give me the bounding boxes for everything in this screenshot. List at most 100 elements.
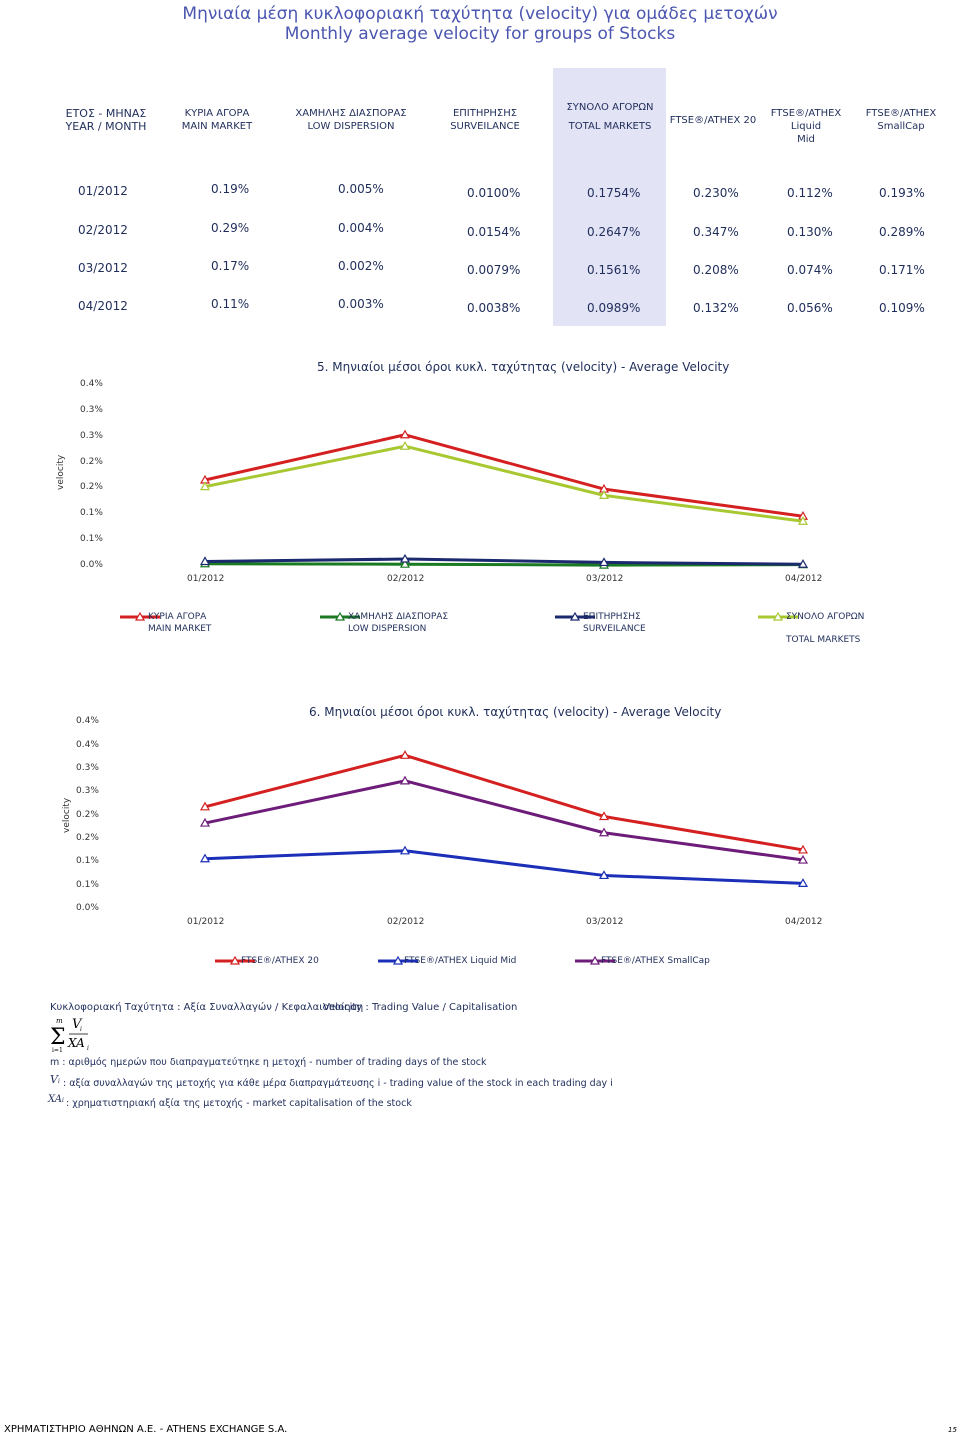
table-cell: 0.1754% [587, 186, 641, 200]
table-cell: 0.347% [693, 225, 739, 239]
v-symbol: Vi [50, 1073, 60, 1086]
velocity-formula: m Σ i=1 V i XA i [50, 1017, 89, 1054]
table-header-line2: SURVEILANCE [450, 121, 520, 132]
table-cell: 0.056% [787, 301, 833, 315]
chart6-title: 6. Μηνιαίοι μέσοι όροι κυκλ. ταχύτητας (… [309, 705, 722, 719]
table-cell-month: 01/2012 [78, 184, 128, 198]
svg-text:i=1: i=1 [52, 1047, 63, 1054]
table-cell: 0.003% [338, 297, 384, 311]
legend-label-line2: MAIN MARKET [148, 624, 212, 634]
chart5-title: 5. Μηνιαίοι μέσοι όροι κυκλ. ταχύτητας (… [317, 360, 730, 374]
table-header-5: FTSE®/ATHEX 20 [663, 114, 763, 127]
y-tick-label: 0.2% [80, 457, 103, 467]
y-tick-label: 0.2% [76, 810, 99, 820]
table-cell: 0.29% [211, 221, 250, 235]
table-cell: 0.230% [693, 186, 739, 200]
legend-label: FTSE®/ATHEX SmallCap [601, 956, 710, 966]
table-header-7: FTSE®/ATHEX SmallCap [856, 107, 946, 133]
table-cell: 0.0100% [467, 186, 521, 200]
series-point-3 [399, 441, 411, 450]
footer-company: ΧΡΗΜΑΤΙΣΤΗΡΙΟ ΑΘΗΝΩΝ Α.Ε. - ATHENS EXCHA… [4, 1424, 288, 1435]
table-header-4: ΣΥΝΟΛΟ ΑΓΟΡΩΝ TOTAL MARKETS [555, 101, 665, 133]
legend-label-line1: ΕΠΙΤΗΡΗΣΗΣ [583, 612, 641, 622]
series-point-1 [399, 845, 411, 855]
table-cell: 0.109% [879, 301, 925, 315]
table-header-6: FTSE®/ATHEX Liquid Mid [756, 107, 856, 146]
series-point-2 [199, 556, 211, 566]
table-cell: 0.130% [787, 225, 833, 239]
series-point-1 [399, 558, 411, 568]
table-header-line2: MAIN MARKET [181, 121, 253, 132]
legend-label-line1: ΧΑΜΗΛΗΣ ΔΙΑΣΠΟΡΑΣ [348, 612, 449, 622]
svg-text:m: m [56, 1017, 63, 1025]
y-tick-label: 0.2% [76, 833, 99, 843]
table-cell-month: 04/2012 [78, 299, 128, 313]
table-cell: 0.132% [693, 301, 739, 315]
table-cell: 0.1561% [587, 263, 641, 277]
y-tick-label: 0.0% [80, 560, 103, 570]
series-point-3 [797, 516, 809, 525]
series-point-3 [598, 490, 610, 499]
table-cell: 0.2647% [587, 225, 641, 239]
svg-text:XA: XA [67, 1036, 85, 1050]
y-tick-label: 0.1% [76, 856, 99, 866]
legend-label: ΣΥΝΟΛΟ ΑΓΟΡΩΝ TOTAL MARKETS [786, 611, 864, 646]
series-line-3 [204, 444, 804, 523]
series-line-1 [204, 849, 804, 885]
table-header-line1: ΚΥΡΙΑ ΑΓΟΡΑ [184, 108, 250, 119]
m-description: m : αριθμός ημερών που διαπραγματεύτηκε … [50, 1057, 487, 1068]
svg-text:Σ: Σ [50, 1025, 66, 1050]
legend-label: ΕΠΙΤΗΡΗΣΗΣ SURVEILANCE [583, 611, 646, 635]
table-header-2: ΧΑΜΗΛΗΣ ΔΙΑΣΠΟΡΑΣ LOW DISPERSION [291, 107, 411, 133]
x-tick-label: 03/2012 [586, 917, 624, 927]
table-header-line1: ΕΠΙΤΗΡΗΣΗΣ [452, 108, 518, 119]
series-point-0 [797, 844, 809, 854]
xa-description: : χρηματιστηριακή αξία της μετοχής - mar… [66, 1098, 412, 1109]
x-tick-label: 02/2012 [387, 574, 425, 584]
series-point-2 [797, 854, 809, 864]
series-point-2 [797, 559, 809, 568]
table-header-line2: SmallCap [877, 121, 925, 132]
series-point-2 [399, 553, 411, 563]
table-header-line2: Mid [797, 134, 815, 145]
table-header-line1: FTSE®/ATHEX Liquid [770, 108, 842, 132]
series-line-0 [204, 753, 804, 852]
definition-english: Velocity : Trading Value / Capitalisatio… [323, 1002, 518, 1013]
legend-label-line1: ΚΥΡΙΑ ΑΓΟΡΑ [148, 612, 207, 622]
table-cell: 0.208% [693, 263, 739, 277]
table-header-1: ΚΥΡΙΑ ΑΓΟΡΑ MAIN MARKET [162, 107, 272, 133]
x-tick-label: 01/2012 [187, 917, 225, 927]
table-cell: 0.0038% [467, 301, 521, 315]
y-tick-label: 0.4% [80, 379, 103, 389]
table-header-line2: TOTAL MARKETS [568, 121, 652, 132]
series-point-0 [199, 801, 211, 811]
xa-symbol: XAi [48, 1094, 64, 1105]
y-tick-label: 0.4% [76, 740, 99, 750]
svg-text:V: V [72, 1017, 83, 1032]
table-header-line1: ΧΑΜΗΛΗΣ ΔΙΑΣΠΟΡΑΣ [295, 108, 407, 119]
table-cell: 0.0079% [467, 263, 521, 277]
series-point-2 [399, 775, 411, 785]
table-cell: 0.112% [787, 186, 833, 200]
x-tick-label: 04/2012 [785, 917, 823, 927]
table-cell-month: 02/2012 [78, 223, 128, 237]
y-tick-label: 0.4% [76, 716, 99, 726]
page-number: 15 [948, 1426, 957, 1434]
legend-label-line2: SURVEILANCE [583, 624, 646, 634]
y-tick-label: 0.2% [80, 482, 103, 492]
y-tick-label: 0.0% [76, 903, 99, 913]
series-point-1 [797, 878, 809, 887]
legend-label-line2: LOW DISPERSION [348, 624, 427, 634]
series-line-0 [204, 433, 804, 518]
table-cell: 0.0989% [587, 301, 641, 315]
table-header-0: ΕΤΟΣ - ΜΗΝΑΣ YEAR / MONTH [51, 107, 161, 133]
series-point-3 [199, 481, 211, 491]
table-cell: 0.074% [787, 263, 833, 277]
legend-label-line2: TOTAL MARKETS [786, 635, 861, 645]
table-cell: 0.0154% [467, 225, 521, 239]
legend-label: FTSE®/ATHEX Liquid Mid [404, 956, 517, 966]
table-header-line2: YEAR / MONTH [65, 120, 147, 133]
table-cell: 0.171% [879, 263, 925, 277]
series-line-1 [204, 562, 804, 567]
table-header-line2: LOW DISPERSION [307, 121, 395, 132]
